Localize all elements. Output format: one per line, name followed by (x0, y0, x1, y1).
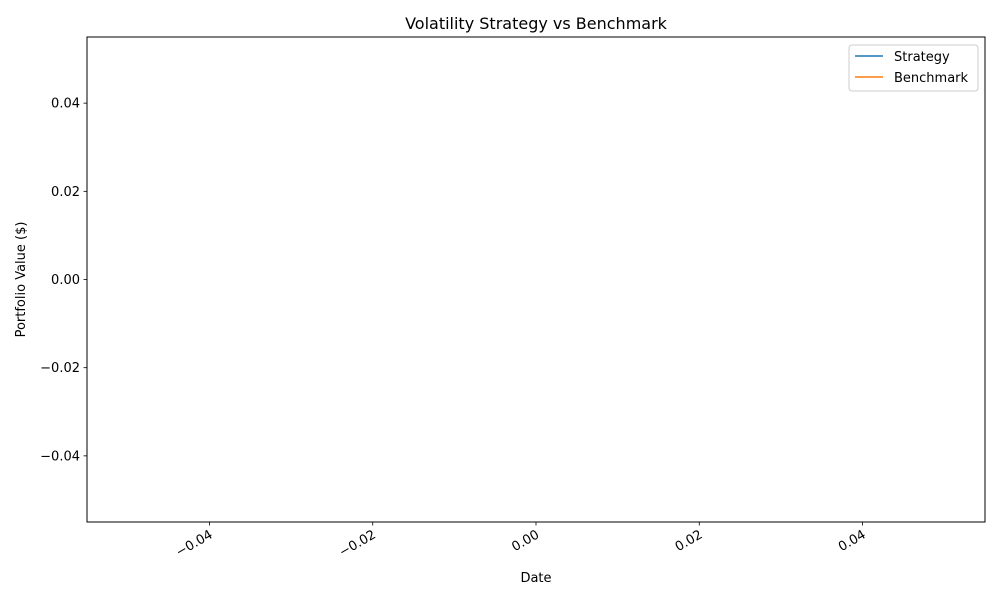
x-tick-label: −0.04 (173, 527, 215, 560)
x-tick-label: −0.02 (337, 527, 379, 560)
x-axis-label: Date (520, 571, 551, 586)
legend-label-benchmark: Benchmark (894, 71, 969, 86)
y-axis-ticks: −0.04 −0.02 0.00 0.02 0.04 (40, 97, 87, 464)
legend: Strategy Benchmark (848, 44, 979, 92)
y-tick-label: −0.04 (40, 449, 80, 464)
x-tick-label: 0.02 (673, 527, 706, 554)
x-tick-label: 0.00 (509, 527, 542, 554)
y-tick-label: 0.04 (51, 97, 80, 112)
x-tick-label: 0.04 (836, 527, 869, 554)
x-axis-ticks: −0.04 −0.02 0.00 0.02 0.04 (173, 522, 869, 560)
y-tick-label: 0.02 (51, 185, 80, 200)
y-tick-label: −0.02 (40, 361, 80, 376)
y-tick-label: 0.00 (51, 273, 80, 288)
chart-title: Volatility Strategy vs Benchmark (405, 14, 668, 33)
plot-area-frame (86, 36, 986, 523)
legend-label-strategy: Strategy (894, 50, 950, 65)
y-axis-label: Portfolio Value ($) (14, 222, 29, 338)
